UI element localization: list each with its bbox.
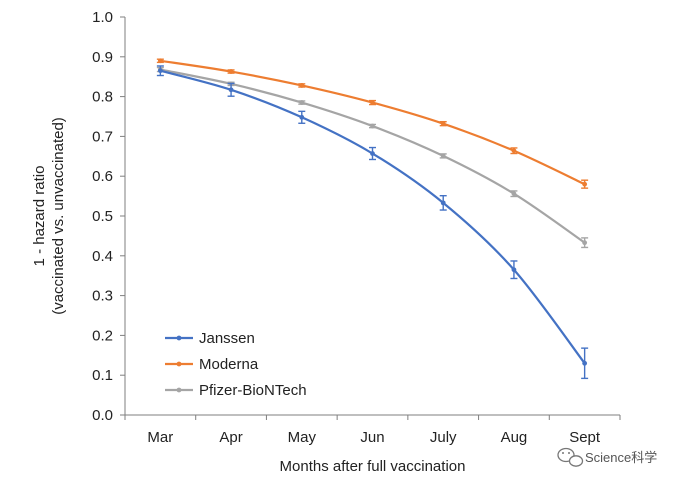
- legend-label: Moderna: [199, 356, 259, 373]
- series-line: [160, 69, 586, 364]
- data-point: [299, 114, 305, 120]
- data-point: [582, 240, 588, 246]
- data-point: [582, 360, 588, 366]
- data-point: [440, 200, 446, 206]
- data-point: [440, 121, 446, 127]
- data-point: [299, 83, 305, 88]
- series-moderna: [156, 58, 589, 189]
- data-point: [440, 153, 446, 159]
- data-point: [299, 100, 305, 105]
- y-tick-label: 0.4: [92, 248, 113, 265]
- data-point: [370, 100, 375, 105]
- y-tick-label: 0.6: [92, 168, 113, 185]
- x-tick-label: Aug: [501, 429, 528, 446]
- y-tick-label: 0.8: [92, 89, 113, 106]
- data-point: [511, 191, 517, 197]
- legend-label: Janssen: [199, 330, 255, 347]
- y-tick-label: 1.0: [92, 9, 113, 26]
- legend-item: Janssen: [165, 330, 255, 347]
- data-point: [511, 267, 517, 273]
- legend: Janssen Moderna Pfizer-BioNTech: [165, 330, 307, 399]
- data-point: [370, 151, 375, 156]
- y-tick-label: 0.2: [92, 327, 113, 344]
- series-line: [160, 59, 586, 186]
- data-point: [157, 68, 163, 74]
- x-axis-title: Months after full vaccination: [280, 458, 466, 475]
- watermark-text: Science科学: [585, 450, 657, 465]
- data-point: [157, 58, 163, 64]
- wechat-icon: [557, 447, 584, 467]
- y-tick-label: 0.1: [92, 367, 113, 384]
- data-point: [370, 123, 375, 129]
- x-tick-label: Jun: [360, 429, 384, 446]
- y-tick-label: 0.0: [92, 407, 113, 424]
- x-ticks: Mar Apr May Jun July Aug Sept: [124, 415, 621, 446]
- x-tick-label: Apr: [219, 429, 242, 446]
- y-axis-title-line2: (vaccinated vs. unvaccinated): [50, 117, 67, 315]
- data-point: [228, 87, 234, 93]
- y-tick-label: 0.9: [92, 49, 113, 66]
- data-point: [511, 148, 517, 154]
- data-point: [228, 69, 234, 74]
- data-point: [582, 181, 588, 187]
- legend-label: Pfizer-BioNTech: [199, 382, 307, 399]
- y-tick-label: 0.7: [92, 128, 113, 145]
- legend-item: Moderna: [165, 356, 259, 373]
- series-layer: [156, 58, 589, 380]
- y-tick-label: 0.5: [92, 208, 113, 225]
- x-tick-label: May: [288, 429, 317, 446]
- x-tick-label: Mar: [147, 429, 173, 446]
- y-axis-title: 1 - hazard ratio (vaccinated vs. unvacci…: [31, 117, 67, 315]
- y-axis-title-line1: 1 - hazard ratio: [31, 166, 48, 267]
- x-tick-label: Sept: [569, 429, 601, 446]
- x-tick-label: July: [430, 429, 457, 446]
- legend-item: Pfizer-BioNTech: [165, 382, 307, 399]
- y-tick-label: 0.3: [92, 288, 113, 305]
- series-janssen: [156, 65, 589, 380]
- y-ticks: 0.0 0.1 0.2 0.3 0.4 0.5 0.6 0.7 0.8 0.9 1.0: [92, 9, 125, 424]
- watermark: Science科学: [557, 447, 657, 467]
